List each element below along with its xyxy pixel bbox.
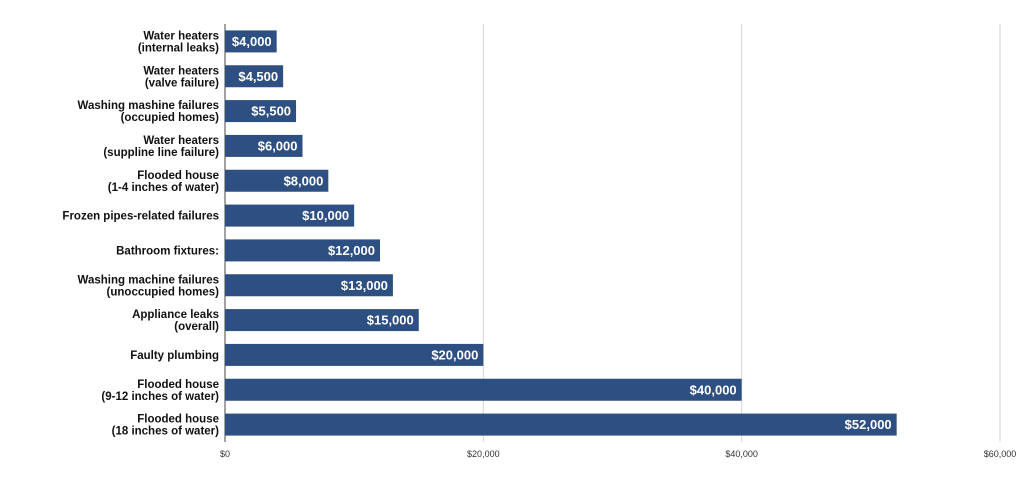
bar-value-label: $52,000	[845, 417, 892, 432]
category-label-line: Flooded house	[137, 170, 219, 182]
bar	[225, 378, 742, 401]
x-tick-label: $60,000	[984, 449, 1017, 459]
category-label-line: (suppline line failure)	[103, 147, 219, 159]
category-label-line: Faulty plumbing	[130, 350, 219, 362]
bar-value-label: $6,000	[258, 138, 298, 153]
bar-value-label: $13,000	[341, 278, 388, 293]
bar	[225, 204, 355, 227]
category-label: Bathroom fixtures:	[116, 245, 219, 257]
bars-layer: $4,000 $4,500 $5,500 $6,000 $8,000 $10,000 $12…	[225, 30, 897, 436]
bar-value-label: $20,000	[431, 347, 478, 362]
bar-value-label: $40,000	[690, 382, 737, 397]
category-label: Frozen pipes-related failures	[62, 211, 219, 223]
x-tick-label: $20,000	[467, 449, 500, 459]
bar-value-label: $12,000	[328, 243, 375, 258]
bar	[225, 274, 393, 297]
bar-value-label: $4,500	[238, 69, 278, 84]
bar	[225, 309, 419, 332]
category-label: Flooded house (1-4 inches of water)	[108, 170, 219, 194]
category-label-line: Flooded house	[137, 414, 219, 426]
category-label-line: Water heaters	[143, 135, 219, 147]
bar	[225, 343, 484, 366]
category-label-line: (18 inches of water)	[112, 426, 220, 438]
category-label-line: (occupied homes)	[121, 112, 220, 124]
category-label: Flooded house (18 inches of water)	[112, 414, 220, 438]
category-label-line: Frozen pipes-related failures	[62, 211, 219, 223]
bar-value-label: $10,000	[302, 208, 349, 223]
category-label-line: (9-12 inches of water)	[101, 391, 219, 403]
category-label-line: Bathroom fixtures:	[116, 245, 219, 257]
category-label-line: Flooded house	[137, 379, 219, 391]
category-label-line: Appliance leaks	[132, 309, 219, 321]
bar	[225, 100, 297, 123]
bar-value-label: $8,000	[284, 173, 324, 188]
category-label: Water heaters (suppline line failure)	[103, 135, 219, 159]
category-label: Washing machine failures (unoccupied home…	[78, 274, 220, 298]
category-label: Faulty plumbing	[130, 350, 219, 362]
category-label: Water heaters (valve failure)	[143, 65, 219, 89]
category-label: Appliance leaks (overall)	[132, 309, 219, 333]
category-label-line: Washing mashine failures	[78, 100, 219, 112]
bar	[225, 134, 303, 157]
category-label-line: Water heaters	[143, 30, 219, 42]
x-axis-ticks: $0 $20,000 $40,000 $60,000	[220, 449, 1016, 459]
x-tick-label: $40,000	[725, 449, 758, 459]
category-label-line: Washing machine failures	[78, 274, 219, 286]
bar-value-label: $5,500	[251, 104, 291, 119]
x-tick-label: $0	[220, 449, 230, 459]
category-label-line: (1-4 inches of water)	[108, 182, 219, 194]
bar	[225, 30, 277, 53]
bar	[225, 169, 329, 192]
category-label: Water heaters (internal leaks)	[138, 30, 219, 54]
category-label-line: (internal leaks)	[138, 42, 219, 54]
category-label-line: (overall)	[174, 321, 219, 333]
bar-value-label: $4,000	[232, 34, 272, 49]
category-label-line: Water heaters	[143, 65, 219, 77]
bar	[225, 413, 897, 436]
category-label: Flooded house (9-12 inches of water)	[101, 379, 219, 403]
grid-layer	[224, 24, 1001, 442]
category-label: Washing mashine failures (occupied homes)	[78, 100, 220, 124]
category-label-line: (unoccupied homes)	[107, 286, 220, 298]
bar	[225, 239, 380, 262]
category-labels: Water heaters (internal leaks)Water heate…	[62, 30, 219, 437]
bar	[225, 65, 284, 88]
bar-value-label: $15,000	[367, 313, 414, 328]
category-label-line: (valve failure)	[145, 77, 219, 89]
